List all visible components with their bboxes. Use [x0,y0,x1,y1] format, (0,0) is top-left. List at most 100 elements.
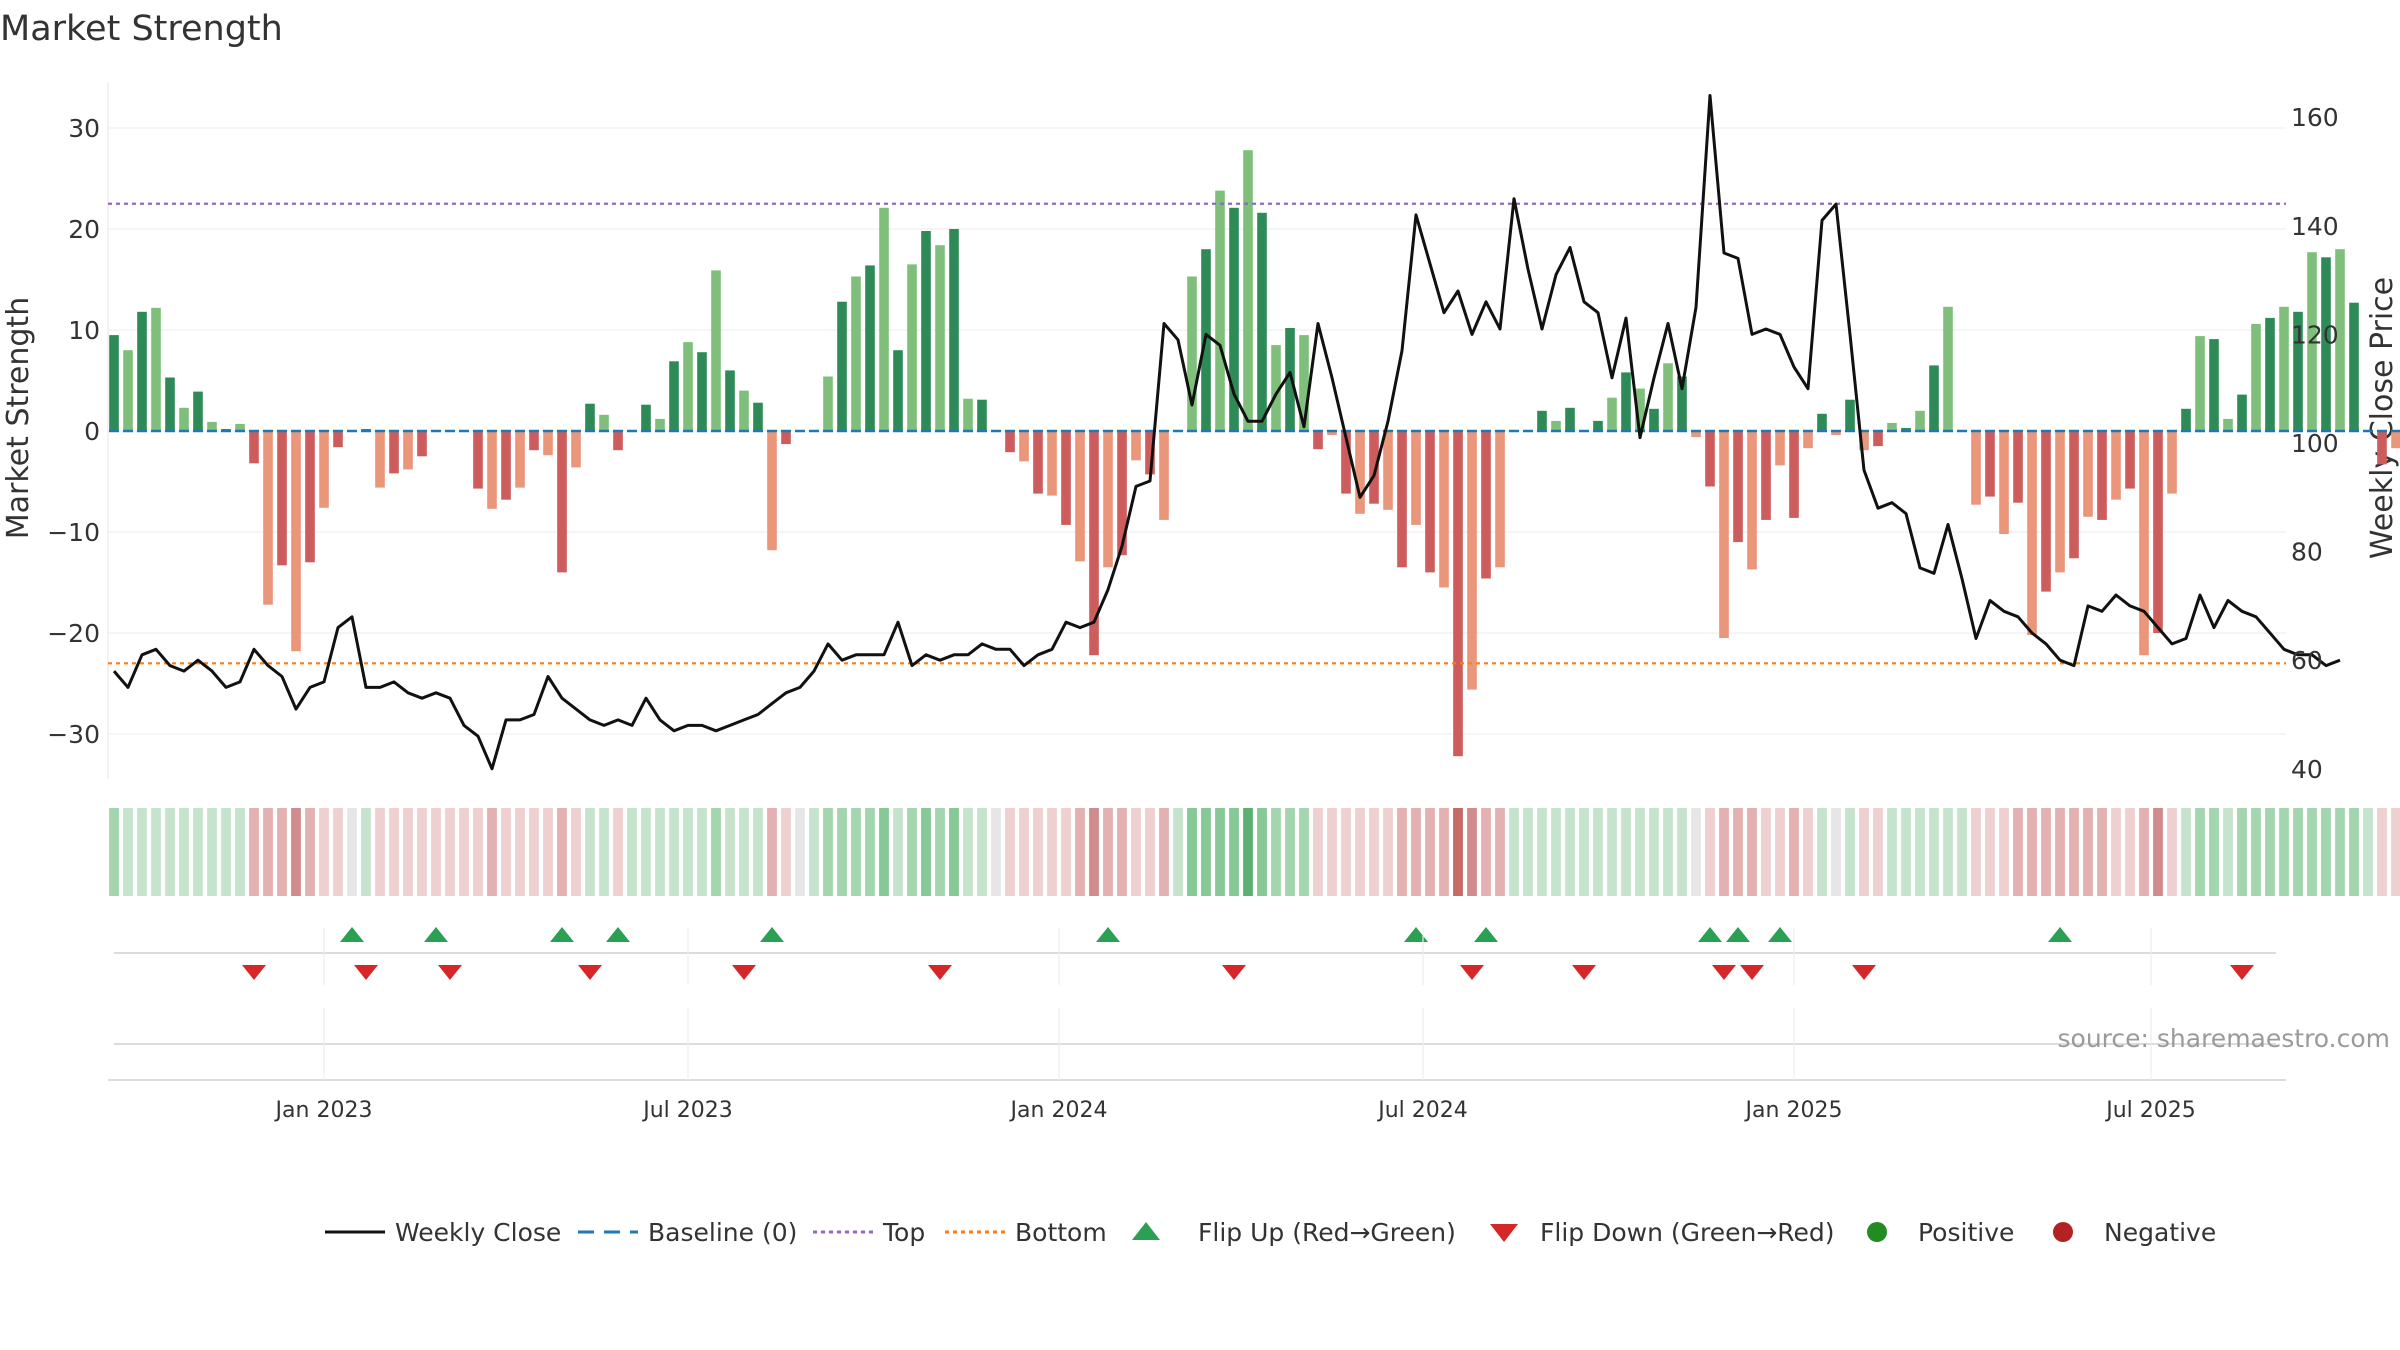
strip-cell [2181,808,2191,896]
legend-negative: Negative [2104,1218,2216,1247]
strength-bar [333,431,343,448]
strength-bar [1817,413,1827,431]
strip-cell [403,808,413,896]
strip-cell [123,808,133,896]
source-credit: source: sharemaestro.com [2058,1024,2391,1053]
y-tick-label: −20 [47,619,100,648]
strip-cell [487,808,497,896]
strip-cell [2321,808,2331,896]
strip-cell [1845,808,1855,896]
strip-cell [585,808,595,896]
strength-bar [1355,431,1365,514]
x-axis-ticks: Jan 2023 Jul 2023 Jan 2024 Jul 2024 Jan 2025… [108,928,2286,1123]
strength-bar [2181,408,2191,431]
strip-cell [543,808,553,896]
strip-cell [1635,808,1645,896]
strength-bar [1103,431,1113,568]
strength-bar [2265,317,2275,431]
strength-bar [935,245,945,431]
strip-cell [1859,808,1869,896]
strip-cell [263,808,273,896]
strength-bar [2027,431,2037,635]
strip-cell [1439,808,1449,896]
strip-cell [431,808,441,896]
strip-cell [1159,808,1169,896]
strength-bar [2349,302,2359,431]
flip-up-marker [1768,927,1792,942]
strength-bar [739,390,749,431]
strip-cell [2349,808,2359,896]
strip-cell [2223,808,2233,896]
strength-bar [1285,328,1295,431]
flip-up-marker [1474,927,1498,942]
strip-cell [1523,808,1533,896]
strength-bar [123,350,133,431]
strength-bar [1061,431,1071,525]
strip-cell [1621,808,1631,896]
strength-bar [1425,431,1435,573]
strip-cell [1509,808,1519,896]
strip-cell [1789,808,1799,896]
strength-bar [655,418,665,431]
strip-cell [207,808,217,896]
strength-bar [2209,339,2219,431]
strip-cell [1089,808,1099,896]
strength-bar [571,431,581,468]
y2-axis-label: Weekly Close Price [2365,277,2400,559]
y-tick-label: 30 [68,114,100,143]
strip-cell [963,808,973,896]
strip-cell [1733,808,1743,896]
strip-cell [571,808,581,896]
strip-cell [921,808,931,896]
strength-bar [1075,431,1085,562]
flip-down-marker [1740,965,1764,980]
strip-cell [1383,808,1393,896]
strip-cell [235,808,245,896]
strength-bar [1439,431,1449,588]
strength-bar [235,423,245,431]
strip-cell [865,808,875,896]
strip-cell [823,808,833,896]
flip-down-marker [242,965,266,980]
y2-tick-label: 120 [2291,320,2339,349]
strength-bar [1943,306,1953,431]
x-tick-label: Jan 2025 [1744,1098,1843,1123]
strip-cell [809,808,819,896]
strength-bar [1047,431,1057,496]
strip-cell [1649,808,1659,896]
strip-cell [1467,808,1477,896]
flip-up-marker [1404,927,1428,942]
strength-bar [725,370,735,431]
strength-bar [1495,431,1505,568]
strip-cell [977,808,987,896]
strength-bar [1719,431,1729,638]
flip-down-marker [2230,965,2254,980]
y-tick-label: 0 [84,417,100,446]
strip-cell [445,808,455,896]
strength-bar [585,403,595,431]
strip-cell [795,808,805,896]
flip-markers [114,927,2276,1045]
strip-cell [375,808,385,896]
y-tick-label: 20 [68,215,100,244]
strength-bar [1243,150,1253,431]
strength-bar [1775,431,1785,466]
y-axis-ticks: 30 20 10 0 −10 −20 −30 [47,114,100,749]
strength-bar [1117,431,1127,556]
strip-cell [599,808,609,896]
strength-bar [669,361,679,431]
strip-cell [1285,808,1295,896]
strength-bar [2111,431,2121,500]
strength-bar [291,431,301,652]
strip-cell [739,808,749,896]
flip-down-marker [1852,965,1876,980]
strip-cell [1313,808,1323,896]
strength-bar [1789,431,1799,518]
weekly-close-line [112,94,2341,771]
legend-flip-down-icon [1490,1224,1518,1242]
strength-bar [1593,420,1603,431]
strength-bar [2377,431,2387,465]
strip-cell [837,808,847,896]
strength-bar [1607,397,1617,431]
strength-bar [1313,431,1323,450]
